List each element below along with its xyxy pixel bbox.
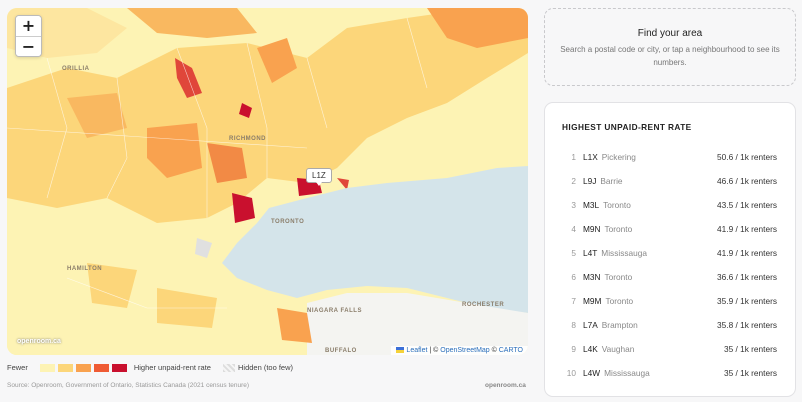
city-name: Pickering xyxy=(601,152,636,162)
rank-number: 7 xyxy=(571,296,576,306)
rate-value: 36.6 / 1k renters xyxy=(717,272,777,282)
rank-number: 3 xyxy=(571,200,576,210)
place-label-orillia: ORILLIA xyxy=(62,66,90,72)
ranking-row[interactable]: 3 M3L Toronto 43.5 / 1k renters xyxy=(562,193,777,217)
place-label-richmond: RICHMOND xyxy=(229,136,266,142)
rank-number: 8 xyxy=(571,320,576,330)
rank-number: 6 xyxy=(571,272,576,282)
postal-code: M9N xyxy=(583,224,601,234)
rank-number: 5 xyxy=(571,248,576,258)
ranking-row[interactable]: 6 M3N Toronto 36.6 / 1k renters xyxy=(562,265,777,289)
zoom-in-button[interactable]: + xyxy=(16,16,41,36)
ranking-row[interactable]: 5 L4T Mississauga 41.9 / 1k renters xyxy=(562,241,777,265)
city-name: Brampton xyxy=(601,320,638,330)
legend-swatch-2 xyxy=(57,363,73,372)
choropleth-map[interactable]: + − L1Z ORILLIA RICHMOND TORONTO ROCHEST… xyxy=(7,8,528,355)
find-area-card[interactable]: Find your area Search a postal code or c… xyxy=(544,8,796,86)
rank-number: 1 xyxy=(571,152,576,162)
postal-code: M3L xyxy=(583,200,600,210)
rate-value: 41.9 / 1k renters xyxy=(717,248,777,258)
postal-code: L4K xyxy=(583,344,598,354)
rate-value: 35 / 1k renters xyxy=(723,368,777,378)
legend-fewer-label: Fewer xyxy=(7,363,28,372)
city-name: Mississauga xyxy=(601,248,647,258)
leaflet-link[interactable]: Leaflet xyxy=(406,347,428,354)
attribution-separator: | © xyxy=(427,347,441,354)
postal-code: M3N xyxy=(583,272,601,282)
postal-code: M9M xyxy=(583,296,602,306)
ranking-row[interactable]: 2 L9J Barrie 46.6 / 1k renters xyxy=(562,169,777,193)
ranking-row[interactable]: 1 L1X Pickering 50.6 / 1k renters xyxy=(562,145,777,169)
rate-value: 35 / 1k renters xyxy=(723,344,777,354)
city-name: Toronto xyxy=(604,272,633,282)
place-label-niagara: NIAGARA FALLS xyxy=(307,308,362,314)
ranking-row[interactable]: 10 L4W Mississauga 35 / 1k renters xyxy=(562,361,777,385)
ranking-list: 1 L1X Pickering 50.6 / 1k renters 2 L9J Barrie… xyxy=(562,145,777,385)
rank-number: 4 xyxy=(571,224,576,234)
zoom-control: + − xyxy=(15,15,42,57)
find-area-hint: Search a postal code or city, or tap a n… xyxy=(560,45,780,67)
rank-number: 10 xyxy=(566,368,576,378)
zoom-out-button[interactable]: − xyxy=(16,36,41,56)
selected-area-marker[interactable]: L1Z xyxy=(306,168,332,186)
legend-swatch-4 xyxy=(93,363,109,372)
city-name: Barrie xyxy=(600,176,623,186)
rate-value: 35.9 / 1k renters xyxy=(717,296,777,306)
place-label-rochester: ROCHESTER xyxy=(462,302,505,308)
postal-code: L9J xyxy=(583,176,597,186)
ranking-title: HIGHEST UNPAID-RENT RATE xyxy=(562,122,692,132)
ranking-row[interactable]: 9 L4K Vaughan 35 / 1k renters xyxy=(562,337,777,361)
place-label-buffalo: BUFFALO xyxy=(325,348,357,354)
postal-code: L4T xyxy=(583,248,598,258)
rate-value: 50.6 / 1k renters xyxy=(717,152,777,162)
ranking-row[interactable]: 7 M9M Toronto 35.9 / 1k renters xyxy=(562,289,777,313)
rank-number: 2 xyxy=(571,176,576,186)
osm-link[interactable]: OpenStreetMap xyxy=(440,347,490,354)
rate-value: 41.9 / 1k renters xyxy=(717,224,777,234)
legend-hidden-swatch xyxy=(222,363,235,372)
find-area-title: Find your area xyxy=(637,28,703,39)
rate-value: 43.5 / 1k renters xyxy=(717,200,777,210)
legend-hidden-label: Hidden (too few) xyxy=(237,363,294,372)
postal-code: L4W xyxy=(583,368,601,378)
rank-number: 9 xyxy=(571,344,576,354)
ranking-row[interactable]: 4 M9N Toronto 41.9 / 1k renters xyxy=(562,217,777,241)
legend-swatch-3 xyxy=(75,363,91,372)
city-name: Vaughan xyxy=(601,344,635,354)
place-label-hamilton: HAMILTON xyxy=(67,266,103,272)
map-tiles[interactable] xyxy=(7,8,528,355)
postal-code: L1X xyxy=(583,152,598,162)
carto-link[interactable]: CARTO xyxy=(498,347,523,354)
city-name: Mississauga xyxy=(604,368,650,378)
map-attribution: Leaflet | © OpenStreetMap © CARTO xyxy=(391,346,528,355)
legend-higher-label: Higher unpaid-rent rate xyxy=(133,363,211,372)
ranking-row[interactable]: 8 L7A Brampton 35.8 / 1k renters xyxy=(562,313,777,337)
map-watermark: openroom.ca xyxy=(17,338,61,345)
legend-swatch-5 xyxy=(111,363,127,372)
footer-brand: openroom.ca xyxy=(485,382,526,389)
place-label-toronto: TORONTO xyxy=(271,219,305,225)
ranking-card: HIGHEST UNPAID-RENT RATE 1 L1X Pickering 50… xyxy=(544,102,796,397)
attribution-separator: © xyxy=(489,347,499,354)
rate-value: 46.6 / 1k renters xyxy=(717,176,777,186)
map-legend: Fewer Higher unpaid-rent rate Hidden (to… xyxy=(7,363,293,372)
city-name: Toronto xyxy=(604,224,633,234)
city-name: Toronto xyxy=(603,200,631,210)
legend-swatch-1 xyxy=(39,363,55,372)
postal-code: L7A xyxy=(583,320,598,330)
rate-value: 35.8 / 1k renters xyxy=(717,320,777,330)
ukraine-flag-icon xyxy=(396,347,405,353)
data-source-note: Source: Openroom, Government of Ontario,… xyxy=(7,382,250,389)
city-name: Toronto xyxy=(605,296,634,306)
